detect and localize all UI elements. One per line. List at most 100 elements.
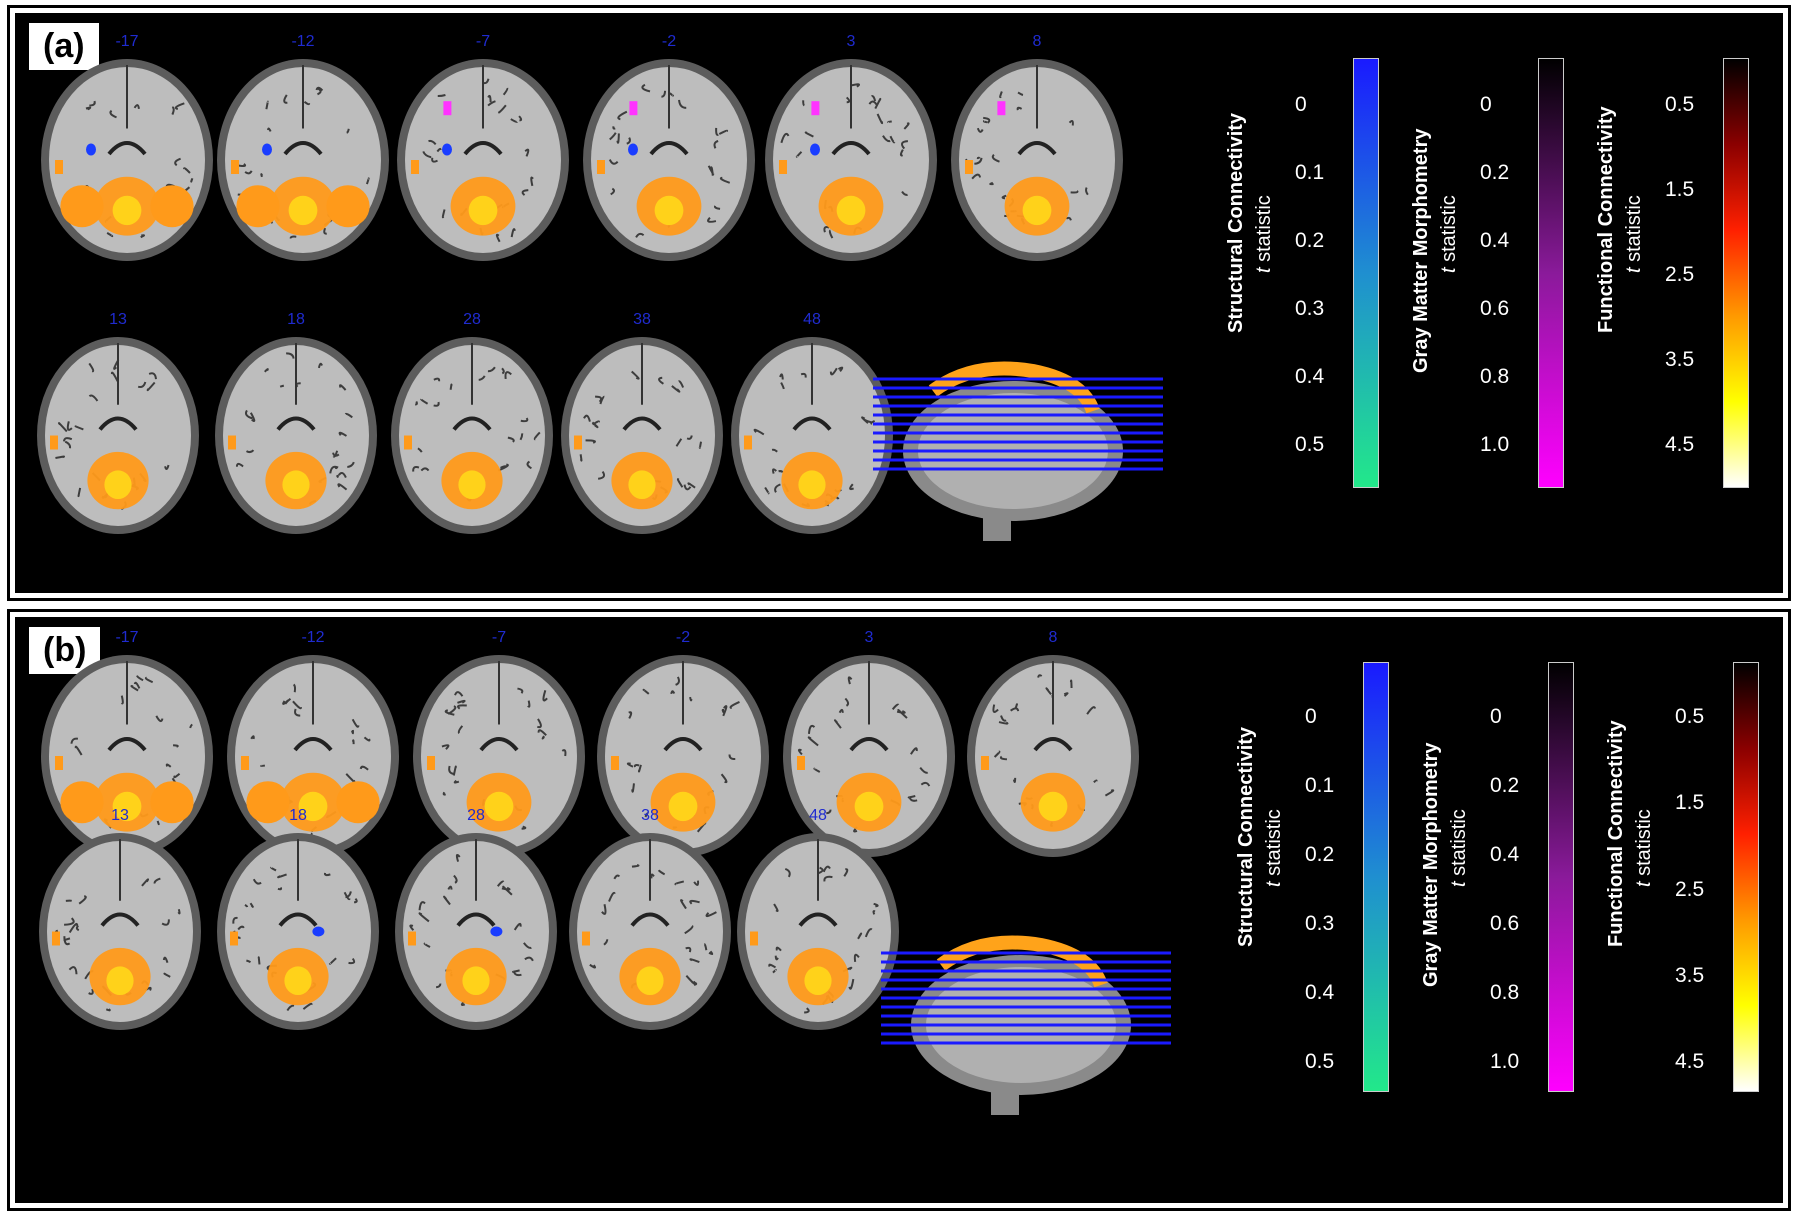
axial-brain-slice xyxy=(41,59,213,261)
axial-brain-slice xyxy=(397,59,569,261)
brain-slice xyxy=(557,333,727,543)
brain-slice xyxy=(213,829,383,1039)
colorbar-title: Gray Matter Morphometry xyxy=(1420,742,1442,988)
brain-slice xyxy=(223,651,403,866)
colorbar-subtitle: t statistic xyxy=(1438,195,1461,273)
colorbar-tick-label: 0 xyxy=(1490,705,1502,728)
axial-brain-slice xyxy=(217,833,379,1030)
colorbar-tick-label: 0.6 xyxy=(1490,912,1520,935)
sagittal-slice-view xyxy=(873,361,1163,541)
slice-number: -7 xyxy=(491,629,507,646)
colorbar-tick-label: 1.5 xyxy=(1675,791,1705,815)
slice-number: -2 xyxy=(661,33,677,50)
colorbar-tick-label: 1.5 xyxy=(1665,178,1695,201)
axial-brain-slice xyxy=(39,833,201,1030)
colorbar-tick-label: 2.5 xyxy=(1665,263,1695,286)
colorbar-subtitle: t statistic xyxy=(1253,195,1276,273)
colorbar-tick-label: 0.4 xyxy=(1305,981,1335,1004)
axial-brain-slice xyxy=(951,59,1123,261)
axial-brain-slice xyxy=(737,833,899,1030)
colorbar-tick-label: 0.5 xyxy=(1675,705,1705,728)
colorbar-tick-label: 0.5 xyxy=(1665,93,1695,116)
colorbar-tick-label: 0.2 xyxy=(1490,774,1520,797)
subtitle-text: statistic xyxy=(1633,809,1655,882)
subtitle-symbol: t xyxy=(1253,267,1275,273)
colorbar-tick-label: 0.1 xyxy=(1295,161,1325,184)
colorbar-tick-label: 3.5 xyxy=(1665,348,1695,371)
slice-number: -12 xyxy=(301,629,325,646)
colorbar-gradient xyxy=(1723,58,1749,488)
slice-number: 8 xyxy=(1032,33,1042,50)
colorbar-title: Structural Connectivity xyxy=(1235,726,1257,947)
colorbar-tick-label: 0.4 xyxy=(1490,843,1520,866)
colorbar-tick-label: 0.2 xyxy=(1480,161,1510,184)
brain-slice xyxy=(35,829,205,1039)
axial-brain-slice xyxy=(731,337,893,534)
colorbar-tick-label: 0 xyxy=(1295,93,1307,116)
axial-brain-slice xyxy=(561,337,723,534)
colorbar-tick-label: 0.2 xyxy=(1305,843,1335,866)
brain-slice xyxy=(211,333,381,543)
subtitle-text: statistic xyxy=(1253,195,1275,268)
axial-brain-slice xyxy=(37,337,199,534)
colorbar-gradient xyxy=(1548,662,1574,1092)
brain-slice xyxy=(947,55,1127,270)
sagittal-slice-view xyxy=(881,935,1171,1115)
slice-number: -17 xyxy=(115,629,139,646)
colorbar-tick-label: 0.6 xyxy=(1480,297,1510,320)
brain-slice xyxy=(393,55,573,270)
colorbar-tick-label: 0.5 xyxy=(1295,433,1325,456)
axial-brain-slice xyxy=(783,655,955,857)
slice-number: 38 xyxy=(633,311,651,328)
colorbar-subtitle: t statistic xyxy=(1263,809,1286,887)
colorbar-tick-label: 3.5 xyxy=(1675,963,1705,987)
colorbar-subtitle: t statistic xyxy=(1623,195,1646,273)
colorbar-gradient xyxy=(1733,662,1759,1092)
slice-number: 8 xyxy=(1048,629,1058,646)
brain-slice xyxy=(33,333,203,543)
brain-slice xyxy=(727,333,897,543)
colorbar-tick-label: 0.3 xyxy=(1295,297,1325,320)
subtitle-text: statistic xyxy=(1263,809,1285,882)
colorbar-tick-label: 2.5 xyxy=(1675,877,1705,901)
axial-brain-slice xyxy=(765,59,937,261)
colorbar-subtitle: t statistic xyxy=(1633,809,1656,887)
colorbar-gradient xyxy=(1363,662,1389,1092)
colorbar-tick-label: 0.8 xyxy=(1490,981,1520,1004)
colorbar-tick-label: 1.0 xyxy=(1480,433,1510,456)
axial-brain-slice xyxy=(215,337,377,534)
axial-brain-slice xyxy=(967,655,1139,857)
subtitle-text: statistic xyxy=(1438,195,1460,268)
slice-number: 28 xyxy=(463,311,481,328)
slice-number: 13 xyxy=(111,807,129,824)
subtitle-text: statistic xyxy=(1448,809,1470,882)
colorbar-tick-label: 0.2 xyxy=(1295,229,1325,252)
colorbar-tick-label: 0 xyxy=(1480,93,1492,116)
colorbar-title: Functional Connectivity xyxy=(1605,720,1627,947)
axial-brain-slice xyxy=(583,59,755,261)
colorbar-subtitle: t statistic xyxy=(1448,809,1471,887)
colorbar-title: Functional Connectivity xyxy=(1595,106,1617,333)
panel-label: (b) xyxy=(29,627,101,674)
slice-number: -12 xyxy=(291,33,315,50)
slice-number: -17 xyxy=(115,33,139,50)
subtitle-symbol: t xyxy=(1263,881,1285,887)
slice-number: 3 xyxy=(846,33,856,50)
brain-slice xyxy=(387,333,557,543)
panel-a: (a) -17 -12 -7 -2 3 8 13 18 28 38 48 Structural C… xyxy=(7,5,1791,601)
brain-slice xyxy=(579,55,759,270)
slice-number: -7 xyxy=(475,33,491,50)
brain-slice xyxy=(593,651,773,866)
brain-slice xyxy=(963,651,1143,866)
subtitle-symbol: t xyxy=(1623,267,1645,273)
slice-number: 18 xyxy=(287,311,305,328)
panel-label: (a) xyxy=(29,23,99,70)
colorbar-tick-label: 0.3 xyxy=(1305,912,1335,935)
axial-brain-slice xyxy=(395,833,557,1030)
slice-number: 3 xyxy=(864,629,874,646)
subtitle-text: statistic xyxy=(1623,195,1645,268)
axial-brain-slice xyxy=(227,655,399,857)
colorbar-tick-label: 0.1 xyxy=(1305,774,1335,797)
colorbar-tick-label: 1.0 xyxy=(1490,1050,1520,1073)
slice-number: 48 xyxy=(803,311,821,328)
